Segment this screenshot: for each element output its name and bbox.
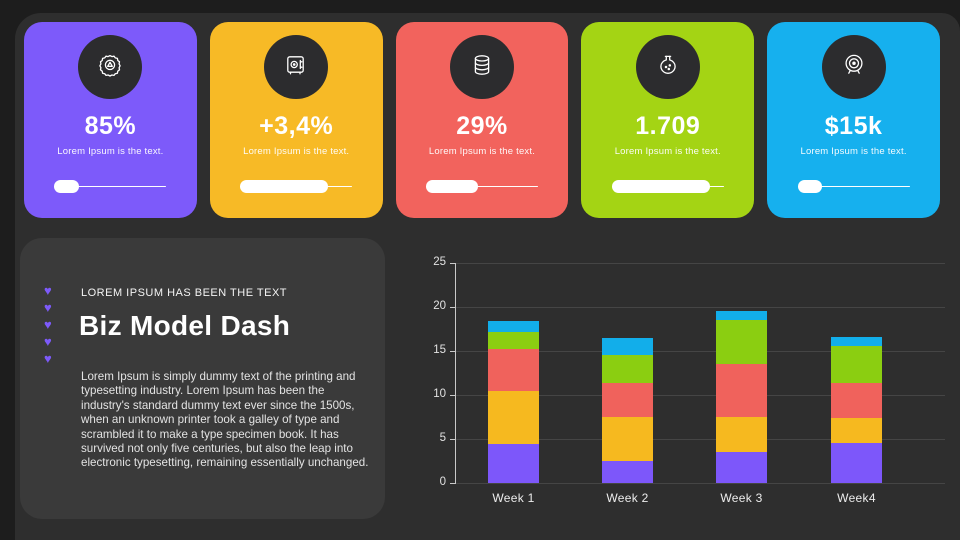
bar-segment-purple xyxy=(488,444,539,483)
y-axis-tick xyxy=(450,307,455,309)
bar-segment-yellow xyxy=(716,417,767,453)
bar-segment-blue xyxy=(831,336,882,346)
heart-bullet-list: ♥ ♥ ♥ ♥ ♥ xyxy=(44,284,52,366)
kpi-caption: Lorem Ipsum is the text. xyxy=(57,146,164,157)
kpi-value: 85% xyxy=(84,112,137,140)
slider-fill xyxy=(797,180,823,193)
x-axis-label: Week4 xyxy=(837,491,876,505)
slider-fill xyxy=(425,180,478,193)
bar-segment-blue xyxy=(716,311,767,321)
heart-icon: ♥ xyxy=(44,283,52,298)
gear-icon xyxy=(95,50,125,85)
y-axis-tick xyxy=(450,395,455,397)
progress-slider[interactable] xyxy=(425,180,538,193)
y-axis-tick xyxy=(450,483,455,485)
kpi-icon-circle xyxy=(78,35,143,99)
kpi-value: 29% xyxy=(456,112,508,140)
y-axis-tick xyxy=(450,439,455,441)
heart-icon: ♥ xyxy=(44,351,52,366)
progress-slider[interactable] xyxy=(240,180,353,193)
flask-icon xyxy=(653,50,683,85)
bar-segment-green xyxy=(831,345,882,383)
kpi-caption: Lorem Ipsum is the text. xyxy=(243,146,350,157)
kpi-value: $15k xyxy=(824,112,883,140)
y-axis-label: 0 xyxy=(439,476,446,488)
bar-segment-yellow xyxy=(831,417,882,443)
slider-track xyxy=(54,185,167,188)
kpi-caption: Lorem Ipsum is the text. xyxy=(428,146,536,157)
y-axis-tick xyxy=(450,263,455,265)
kpi-value: +3,4% xyxy=(259,112,334,140)
kpi-card: 29% Lorem Ipsum is the text. xyxy=(395,22,569,218)
kpi-card: 85% Lorem Ipsum is the text. xyxy=(24,22,197,218)
progress-slider[interactable] xyxy=(54,180,167,193)
chart-gridline xyxy=(456,483,945,484)
chart-gridline xyxy=(456,439,945,440)
bar-segment-yellow xyxy=(488,391,539,445)
bar-week-1 xyxy=(488,263,539,483)
bar-segment-green xyxy=(488,331,539,350)
heart-icon: ♥ xyxy=(44,334,52,349)
slider-fill xyxy=(54,180,80,193)
heart-icon: ♥ xyxy=(44,300,52,315)
bar-week-3 xyxy=(716,263,767,483)
chart-gridline xyxy=(456,263,945,264)
database-icon xyxy=(467,50,497,85)
bar-segment-blue xyxy=(602,337,653,356)
x-axis-label: Week 2 xyxy=(606,491,649,505)
slider-fill xyxy=(240,180,328,193)
y-axis-label: 25 xyxy=(433,256,446,268)
kpi-icon-circle xyxy=(449,35,514,99)
bar-week4 xyxy=(831,263,882,483)
chart-gridline xyxy=(456,307,945,308)
heart-icon: ♥ xyxy=(44,317,52,332)
y-axis-label: 5 xyxy=(439,432,446,444)
slider-fill xyxy=(611,180,711,193)
y-axis-tick xyxy=(450,351,455,353)
bar-segment-purple xyxy=(831,442,882,483)
bar-segment-blue xyxy=(488,321,539,332)
x-axis-label: Week 1 xyxy=(492,491,535,505)
kpi-card: 1.709 Lorem Ipsum is the text. xyxy=(581,22,755,218)
progress-slider[interactable] xyxy=(797,180,910,193)
kpi-icon-circle xyxy=(264,35,329,99)
stacked-bar-chart: 0 5 10 15 20 25 Week 1 Week 2 Week 3 Week4 xyxy=(420,250,955,520)
webcam-icon xyxy=(839,50,869,85)
progress-slider[interactable] xyxy=(611,180,724,193)
bar-segment-coral xyxy=(716,364,767,417)
kpi-card: $15k Lorem Ipsum is the text. xyxy=(767,22,940,218)
page-title: Biz Model Dash xyxy=(79,310,291,341)
slider-track xyxy=(797,185,910,188)
bar-segment-coral xyxy=(488,349,539,392)
y-axis-line xyxy=(455,263,457,484)
y-axis-label: 10 xyxy=(433,388,446,400)
kpi-card: +3,4% Lorem Ipsum is the text. xyxy=(209,22,383,218)
y-axis-label: 15 xyxy=(433,344,446,356)
bar-week-2 xyxy=(602,263,653,483)
chart-gridline xyxy=(456,395,945,396)
panel-body-text: Lorem Ipsum is simply dummy text of the … xyxy=(81,370,369,470)
slider-track xyxy=(425,185,538,188)
bar-segment-purple xyxy=(716,452,767,483)
bar-segment-green xyxy=(716,320,767,365)
bar-segment-coral xyxy=(602,382,653,417)
kpi-cards-row: 85% Lorem Ipsum is the text. +3,4% Lorem… xyxy=(24,22,940,218)
kpi-icon-circle xyxy=(821,35,886,99)
text-panel: ♥ ♥ ♥ ♥ ♥ LOREM IPSUM HAS BEEN THE TEXT Biz … xyxy=(20,238,385,519)
kpi-icon-circle xyxy=(635,35,700,99)
bar-segment-purple xyxy=(602,461,653,483)
panel-eyebrow: LOREM IPSUM HAS BEEN THE TEXT xyxy=(81,287,288,299)
bar-segment-coral xyxy=(831,382,882,418)
chart-gridline xyxy=(456,351,945,352)
kpi-caption: Lorem Ipsum is the text. xyxy=(614,146,721,157)
kpi-value: 1.709 xyxy=(635,112,701,140)
safe-icon xyxy=(281,50,311,85)
bar-segment-yellow xyxy=(602,417,653,461)
kpi-caption: Lorem Ipsum is the text. xyxy=(800,146,907,157)
y-axis-label: 20 xyxy=(433,300,446,312)
x-axis-label: Week 3 xyxy=(720,491,763,505)
bar-segment-green xyxy=(602,355,653,383)
